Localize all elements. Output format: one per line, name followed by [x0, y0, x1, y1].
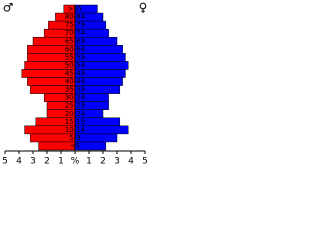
age-label: 25-29	[65, 102, 85, 110]
x-tick-label: 5	[142, 157, 148, 167]
bar	[74, 133, 118, 143]
age-label: 30-34	[65, 94, 86, 102]
age-label: 45-49	[65, 69, 85, 77]
x-tick-label: 2	[44, 157, 50, 167]
x-tick-label: 1	[86, 157, 92, 167]
x-tick-label: 3	[114, 157, 120, 167]
age-label: >85	[68, 5, 83, 13]
age-label: 35-39	[65, 86, 85, 94]
female-symbol: ♀	[139, 1, 148, 15]
x-axis-label: %	[71, 157, 80, 167]
x-tick-label: 5	[2, 157, 8, 167]
male-symbol: ♂	[3, 1, 14, 15]
age-label: 80-84	[65, 13, 86, 21]
age-label: 70-74	[65, 29, 86, 37]
age-label: 55-59	[65, 53, 85, 61]
age-label: 60-64	[65, 45, 86, 53]
age-label: 50-54	[65, 61, 86, 69]
age-label: 5-9	[69, 134, 80, 142]
chart: ♂ ♀ >8580-8475-7970-7465-6960-6455-5950-…	[2, 1, 148, 167]
age-label: 10-14	[65, 126, 86, 134]
x-tick-label: 2	[100, 157, 106, 167]
x-tick-label: 1	[58, 157, 64, 167]
age-label: 40-44	[65, 78, 86, 86]
age-label: 20-24	[65, 110, 86, 118]
bar	[29, 133, 76, 143]
age-label: <5	[70, 142, 80, 150]
x-tick-label: 4	[16, 157, 22, 167]
x-tick-label: 3	[30, 157, 36, 167]
age-label: 15-19	[65, 118, 85, 126]
age-label: 65-69	[65, 37, 85, 45]
age-label: 75-79	[65, 21, 85, 29]
x-tick-label: 4	[128, 157, 134, 167]
